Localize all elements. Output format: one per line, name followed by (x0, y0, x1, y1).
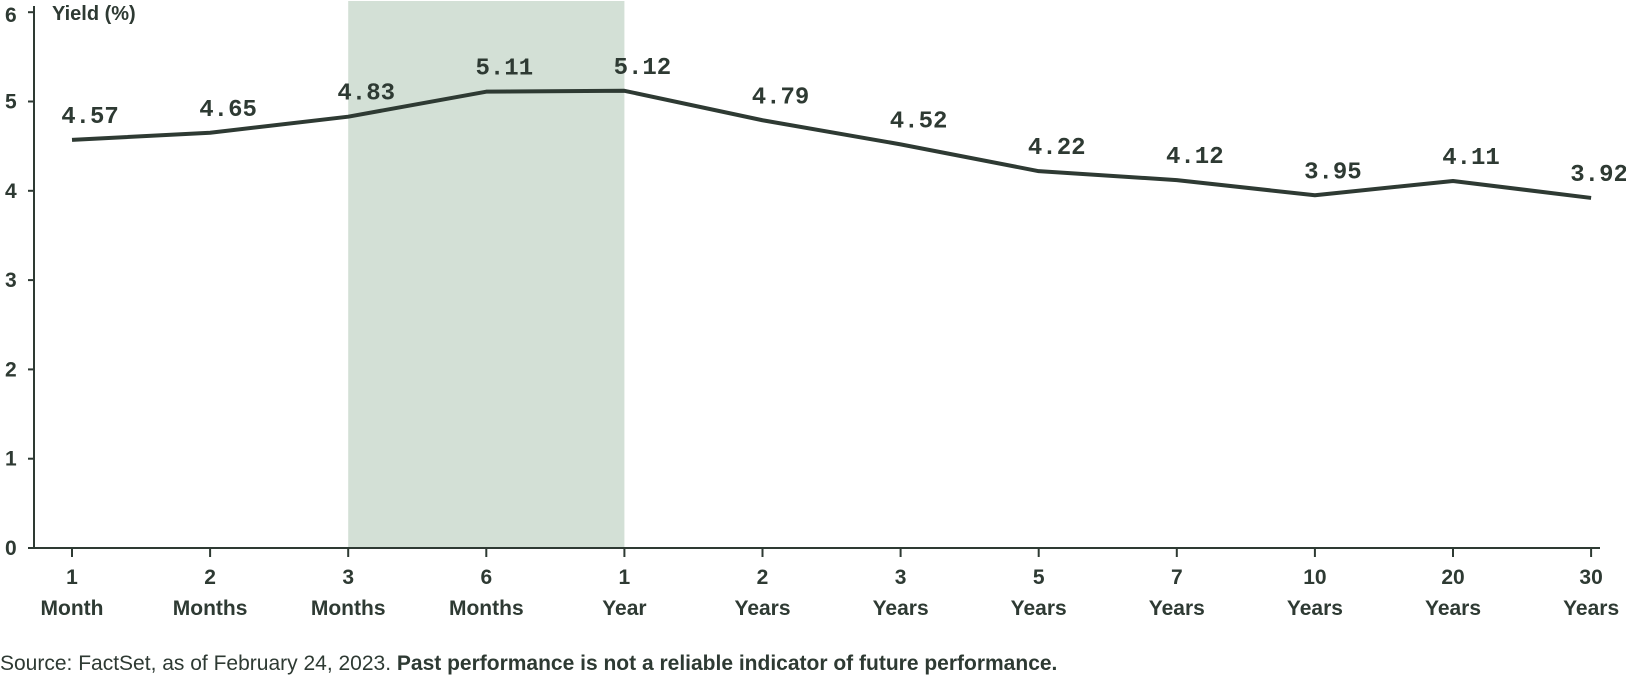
yield-curve-chart: 0 1 2 3 4 5 6 Yield (%) 1 Month 2 Months 3 Months 6 M… (5, 1, 1626, 620)
x-tick-label: 3 Months (311, 566, 386, 620)
x-tick-label: 3 Years (873, 566, 929, 620)
x-tick-label: 2 Months (173, 566, 248, 620)
x-tick-label: 2 Years (734, 566, 790, 620)
source-text: Source: FactSet, as of February 24, 2023… (0, 652, 397, 675)
data-label: 4.57 (61, 104, 119, 131)
data-label: 4.65 (199, 97, 257, 124)
y-tick-label: 0 (5, 537, 17, 560)
y-tick-label: 3 (5, 269, 17, 292)
x-tick-label: 1 Month (41, 566, 104, 620)
data-labels: 4.57 4.65 4.83 5.11 5.12 4.79 4.52 4.22 4.12 3.95… (61, 55, 1626, 189)
series-line (71, 88, 1592, 200)
x-tick-label: 1 Year (602, 566, 646, 620)
y-axis-title: Yield (%) (52, 3, 136, 25)
y-tick-label: 4 (5, 180, 17, 203)
y-tick-label: 5 (5, 91, 17, 114)
x-tick-label: 30 Years (1563, 566, 1619, 620)
disclaimer-text: Past performance is not a reliable indic… (396, 652, 1058, 675)
y-axis-ticks: 0 1 2 3 4 5 6 (5, 4, 34, 560)
x-tick-label: 7 Years (1149, 566, 1205, 620)
data-label: 4.79 (752, 84, 810, 111)
data-label: 3.95 (1304, 159, 1362, 186)
x-tick-label: 20 Years (1425, 566, 1481, 620)
y-tick-label: 1 (5, 448, 17, 471)
data-label: 4.12 (1166, 144, 1224, 171)
data-label: 3.92 (1570, 162, 1626, 189)
data-label: 4.83 (337, 81, 395, 108)
y-tick-label: 6 (5, 4, 17, 27)
data-label: 4.11 (1442, 145, 1500, 172)
data-label: 4.52 (890, 108, 948, 135)
data-label: 5.11 (475, 56, 533, 83)
x-tick-label: 5 Years (1011, 566, 1067, 620)
data-label: 5.12 (614, 55, 672, 82)
x-axis-ticks: 1 Month 2 Months 3 Months 6 Months 1 Year 2 Years 3 Y… (41, 548, 1619, 620)
x-tick-label: 10 Years (1287, 566, 1343, 620)
y-tick-label: 2 (5, 358, 17, 381)
source-footnote: Source: FactSet, as of February 24, 2023… (0, 652, 1057, 676)
data-label: 4.22 (1028, 135, 1086, 162)
x-tick-label: 6 Months (449, 566, 524, 620)
